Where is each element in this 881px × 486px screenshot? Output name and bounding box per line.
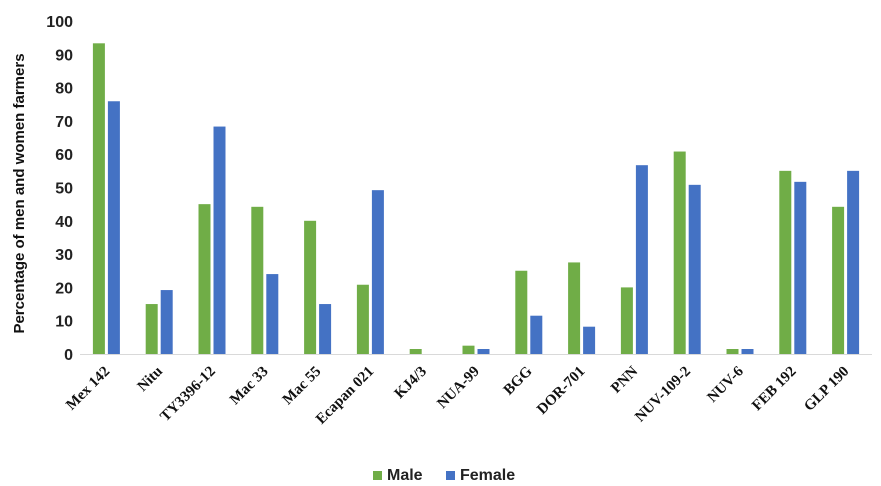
bar-female-nuv-6 <box>741 349 754 354</box>
bar-female-mac-55 <box>319 304 332 354</box>
bar-female-mac-33 <box>266 274 279 354</box>
x-tick-label: Mex 142 <box>63 364 113 414</box>
bar-male-nuv-6 <box>726 349 739 354</box>
bar-male-ty3396-12 <box>198 204 211 354</box>
bar-female-mex-142 <box>107 101 120 355</box>
x-tick-label: Mac 55 <box>280 364 325 409</box>
y-tick-label: 100 <box>46 14 73 31</box>
legend-label-male: Male <box>387 467 423 484</box>
bar-male-pnn <box>620 287 633 354</box>
bar-male-nua-99 <box>462 345 475 354</box>
bar-female-feb-192 <box>794 181 807 354</box>
bar-male-dor-701 <box>568 262 581 354</box>
y-tick-label: 20 <box>55 280 73 297</box>
y-tick-label: 40 <box>55 214 73 231</box>
y-tick-label: 10 <box>55 314 73 331</box>
bar-male-feb-192 <box>779 170 792 354</box>
y-tick-label: 70 <box>55 114 73 131</box>
bar-female-ecapan-021 <box>371 190 384 354</box>
bar-male-kj4-3 <box>409 349 422 354</box>
x-tick-label: NUV-6 <box>704 363 747 406</box>
bar-female-ty3396-12 <box>213 126 226 354</box>
bar-male-mac-33 <box>251 206 264 354</box>
bar-female-nuv-109-2 <box>688 184 701 354</box>
y-tick-label: 30 <box>55 247 73 264</box>
x-tick-label: TY3396-12 <box>157 364 218 425</box>
y-tick-label: 80 <box>55 81 73 98</box>
bar-female-pnn <box>635 165 648 354</box>
bar-male-mac-55 <box>304 220 317 354</box>
legend-label-female: Female <box>460 467 515 484</box>
bar-female-dor-701 <box>583 326 596 354</box>
x-tick-label: DOR-701 <box>534 364 588 418</box>
legend-swatch-female <box>446 471 455 480</box>
x-tick-label: Mac 33 <box>227 364 272 409</box>
bars <box>92 43 860 355</box>
bar-female-nitu <box>160 290 173 354</box>
bar-female-glp-190 <box>847 170 860 354</box>
bar-male-mex-142 <box>92 43 105 354</box>
x-tick-label: GLP 190 <box>801 364 852 415</box>
bar-male-nuv-109-2 <box>673 151 686 354</box>
y-axis-label: Percentage of men and women farmers <box>11 53 28 333</box>
y-tick-label: 90 <box>55 47 73 64</box>
y-tick-label: 50 <box>55 181 73 198</box>
y-axis-ticks: 0 10 20 30 40 50 60 70 80 90 100 <box>46 14 73 364</box>
x-tick-label: NUV-109-2 <box>632 364 694 426</box>
bar-female-nua-99 <box>477 349 490 354</box>
bar-male-nitu <box>145 304 158 354</box>
y-tick-label: 0 <box>64 347 73 364</box>
bar-male-glp-190 <box>832 206 845 354</box>
x-tick-label: PNN <box>608 363 641 396</box>
y-tick-label: 60 <box>55 147 73 164</box>
x-tick-label: BGG <box>501 363 536 398</box>
bar-male-ecapan-021 <box>356 284 369 354</box>
x-tick-label: Ecapan 021 <box>313 364 377 428</box>
bar-male-bgg <box>515 270 528 354</box>
x-tick-label: KJ4/3 <box>392 364 430 402</box>
legend-swatch-male <box>373 471 382 480</box>
x-tick-label: Nitu <box>135 364 166 395</box>
x-tick-label: FEB 192 <box>749 364 800 415</box>
bar-female-bgg <box>530 315 543 354</box>
x-tick-label: NUA-99 <box>434 364 482 412</box>
legend: Male Female <box>373 467 515 484</box>
